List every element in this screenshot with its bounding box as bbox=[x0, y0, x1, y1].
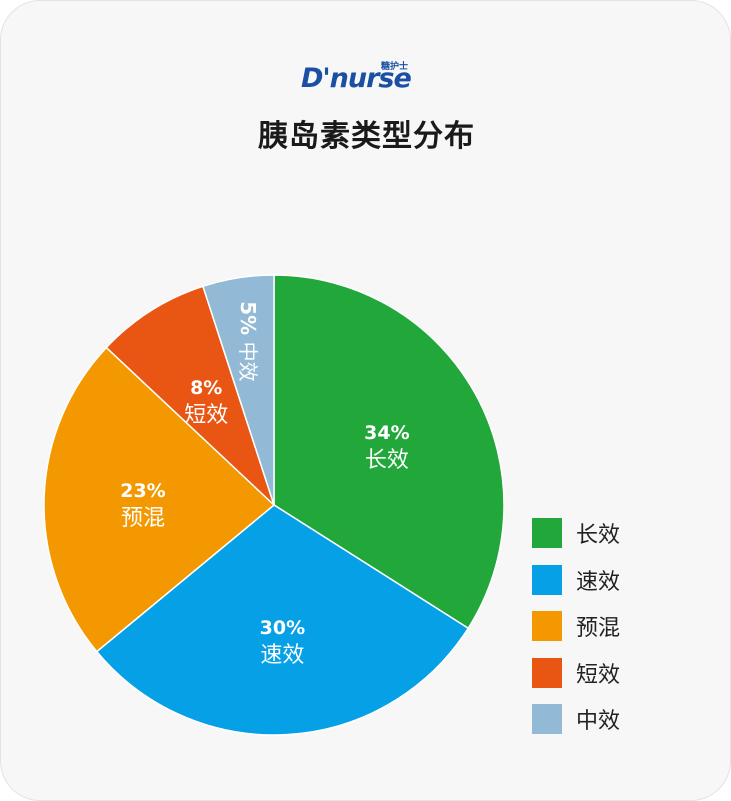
legend-item-1: 长效 bbox=[532, 518, 620, 548]
dnurse-logo: D'nurse 糖护士 bbox=[301, 59, 431, 94]
slice-label-1: 34%长效 bbox=[364, 422, 409, 473]
pie-slice-5 bbox=[201, 274, 275, 506]
slice-label-3: 23%预混 bbox=[120, 480, 165, 531]
legend-label: 中效 bbox=[576, 709, 621, 734]
legend-item-4: 短效 bbox=[532, 657, 621, 688]
legend-swatch bbox=[532, 657, 562, 688]
legend-swatch bbox=[532, 518, 562, 548]
logo-chinese-text: 糖护士 bbox=[381, 62, 409, 72]
legend-item-3: 预混 bbox=[532, 611, 620, 641]
slice-label-5: 5% 中效 bbox=[236, 301, 260, 381]
legend-swatch bbox=[532, 704, 562, 734]
legend-label: 预混 bbox=[576, 616, 621, 641]
legend-item-2: 速效 bbox=[532, 564, 621, 595]
pie-slice-2 bbox=[95, 504, 470, 736]
legend-label: 短效 bbox=[576, 662, 621, 688]
chart-title: 胰岛素类型分布 bbox=[258, 119, 475, 154]
pie-slice-1 bbox=[273, 274, 505, 630]
legend-item-5: 中效 bbox=[532, 704, 620, 734]
legend-label: 长效 bbox=[576, 523, 621, 548]
legend-label: 速效 bbox=[576, 569, 621, 595]
slice-label-2: 30%速效 bbox=[260, 617, 305, 668]
legend-swatch bbox=[532, 611, 562, 641]
slice-label-4: 8%短效 bbox=[184, 377, 228, 428]
pie-slice-3 bbox=[43, 346, 276, 653]
logo-wordmark: D'nurse bbox=[301, 63, 412, 94]
pie-slice-4 bbox=[105, 285, 275, 506]
chart-legend: 长效速效预混短效中效 bbox=[532, 518, 620, 751]
legend-swatch bbox=[532, 564, 562, 595]
